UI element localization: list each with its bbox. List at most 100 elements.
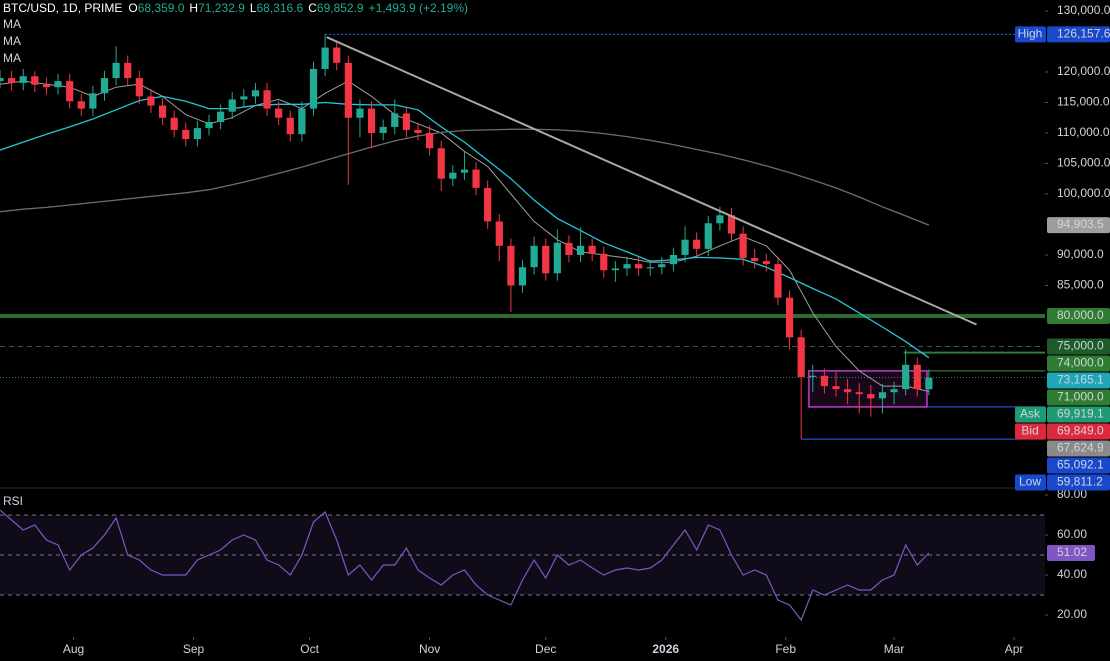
candle-body [704,223,712,249]
candle-body [8,78,16,83]
candle-body [367,108,376,133]
candle-body [925,377,933,390]
candle-body [739,233,747,259]
price-tag-name: Bid [1021,424,1038,438]
ohlc-value: 71,232.9 [198,1,245,15]
price-tag-label: 73,165.1 [1057,373,1104,387]
candle-body [890,389,898,393]
price-tag [1047,338,1110,355]
candle-body [600,253,608,271]
candle-body [54,81,62,88]
candle-body [693,239,701,249]
candle-body [19,76,27,83]
legend-label: MA [3,17,21,31]
symbol: BTC/USD, 1D, PRIME [3,1,122,15]
candle-body [275,108,283,118]
candle-body [356,108,364,118]
price-tag-label: 126,157.6 [1057,27,1110,41]
x-tick-label: Dec [535,642,556,656]
candle-body [820,375,828,387]
candle-body [66,81,74,102]
candle-body [716,215,724,224]
ma-line [0,128,930,226]
trendline [326,36,977,326]
y-tick-label: 130,000.0 [1057,3,1110,17]
candle-body [495,221,503,246]
candle-body [832,386,840,390]
x-tick-label: Sep [183,642,205,656]
rsi-tick-label: 40.00 [1057,567,1087,581]
price-tag [1047,372,1110,389]
x-tick-label: Nov [419,642,440,656]
candle-body [158,105,167,118]
candle-body [565,242,573,255]
candle-body [124,62,132,79]
candle-body [251,90,260,97]
ohlc-value: 68,359.0 [138,1,185,15]
candle-body [878,392,887,399]
candle-body [553,242,561,274]
x-tick-label: Apr [1005,642,1024,656]
candle-body [460,169,469,173]
candle-body [507,245,515,286]
price-tag-name-box [1015,26,1046,43]
ohlc-key: H [189,1,198,15]
price-tag-label: 74,000.0 [1057,356,1104,370]
ohlc-key: O [128,1,137,15]
candle-body [286,117,294,135]
x-tick-label: Oct [300,642,319,656]
candle-body [240,96,248,100]
y-tick-label: 90,000.0 [1057,247,1104,261]
candle-body [681,239,689,255]
y-tick-label: 110,000.0 [1057,125,1110,139]
candle-body [844,389,852,393]
x-tick-label: 2026 [652,642,679,656]
price-tag [1047,217,1110,234]
candle-body [727,215,736,234]
candle-body [31,76,39,85]
price-tag-name: Ask [1020,407,1041,421]
candle-body [112,62,120,79]
price-tag [1047,307,1110,324]
price-tag [1047,406,1110,423]
rsi-tick-label: 80.00 [1057,487,1087,501]
candle-body [228,99,236,112]
candle-body [89,93,97,109]
price-tag-name-box [1015,474,1046,491]
price-tag-label: 69,919.1 [1057,407,1104,421]
price-tag [1047,423,1110,440]
price-tag-name: Low [1019,475,1041,489]
candle-body [913,364,921,390]
candle-body [576,245,585,255]
x-tick-label: Aug [63,642,84,656]
candle-body [402,113,410,130]
ma-line [0,95,930,359]
ohlc-value: 68,316.6 [257,1,304,15]
candle-body [658,264,666,268]
price-tag-label: 69,849.0 [1057,424,1104,438]
candle-body [42,84,51,88]
price-tag-name: High [1018,27,1043,41]
price-tag-label: 94,903.5 [1057,217,1104,231]
candle-body [635,264,643,269]
y-tick-label: 120,000.0 [1057,64,1110,78]
x-tick-label: Feb [775,642,796,656]
candle-body [77,101,85,109]
legend-label: MA [3,51,21,65]
candle-body [472,169,480,188]
ohlc-key: C [308,1,317,15]
candle-body [785,297,794,338]
price-tag-label: 65,092.1 [1057,458,1104,472]
candle-body [309,68,318,109]
price-tag-name-box [1015,406,1046,423]
legend-label: MA [3,34,21,48]
candle-body [333,47,341,63]
price-tag-label: 59,811.2 [1057,475,1103,489]
change: +1,493.9 (+2.19%) [369,1,468,15]
price-tag-name-box [1015,423,1046,440]
candle-body [391,113,399,127]
rsi-tick-label: 60.00 [1057,527,1087,541]
candle-body [530,245,538,268]
price-tag-label: 67,624.9 [1057,441,1104,455]
rsi-tick-label: 20.00 [1057,607,1087,621]
